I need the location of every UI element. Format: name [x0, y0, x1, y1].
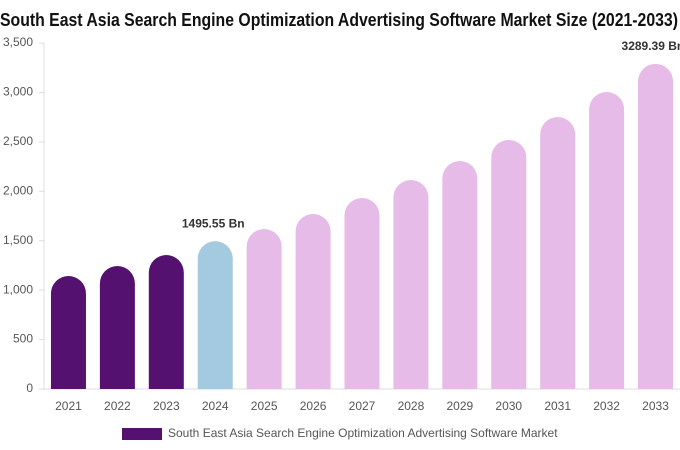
- value-label: 1495.55 Bn: [182, 216, 245, 230]
- bar: [99, 266, 135, 389]
- legend-swatch: [122, 428, 162, 440]
- x-tick-label: 2022: [104, 399, 131, 413]
- x-tick-label: 2031: [544, 399, 571, 413]
- x-tick-label: 2029: [446, 399, 473, 413]
- y-tick-label: 1,000: [3, 282, 33, 296]
- y-tick-label: 1,500: [3, 233, 33, 247]
- x-tick-label: 2026: [300, 399, 327, 413]
- bar: [295, 214, 331, 389]
- bar: [246, 229, 282, 389]
- bar: [442, 161, 478, 389]
- y-tick-label: 2,000: [3, 183, 33, 197]
- x-tick-label: 2028: [398, 399, 425, 413]
- x-tick-label: 2023: [153, 399, 180, 413]
- y-tick-label: 3,500: [3, 35, 33, 49]
- x-tick-label: 2030: [495, 399, 522, 413]
- x-tick-label: 2027: [349, 399, 376, 413]
- bar: [638, 63, 674, 389]
- bar: [393, 180, 429, 389]
- bar: [344, 198, 380, 389]
- y-tick-label: 3,000: [3, 85, 33, 99]
- bar: [540, 117, 576, 389]
- x-tick-label: 2033: [642, 399, 669, 413]
- x-tick-label: 2032: [593, 399, 620, 413]
- bar: [50, 276, 86, 389]
- y-tick-label: 500: [13, 332, 33, 346]
- y-tick-label: 0: [26, 381, 33, 395]
- legend-label: South East Asia Search Engine Optimizati…: [168, 426, 558, 440]
- x-tick-label: 2024: [202, 399, 229, 413]
- bar: [148, 255, 184, 389]
- x-tick-label: 2025: [251, 399, 278, 413]
- value-label: 3289.39 Bn: [622, 39, 680, 53]
- y-tick-label: 2,500: [3, 134, 33, 148]
- bar: [197, 241, 233, 389]
- bar: [589, 92, 625, 389]
- chart-title: South East Asia Search Engine Optimizati…: [0, 10, 678, 30]
- x-tick-label: 2021: [55, 399, 82, 413]
- bar: [491, 139, 527, 389]
